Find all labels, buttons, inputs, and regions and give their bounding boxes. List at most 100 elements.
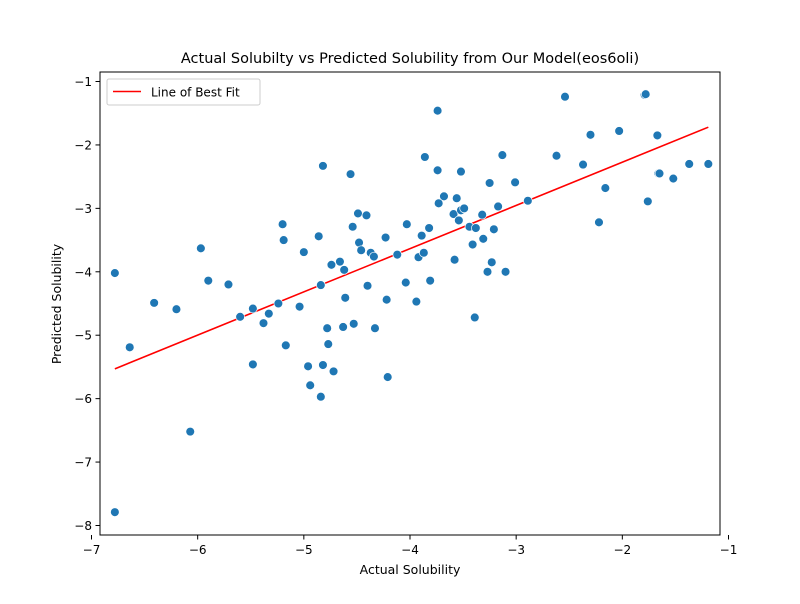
data-point xyxy=(110,507,120,517)
data-point xyxy=(382,372,393,382)
x-tick-label: −3 xyxy=(507,543,525,557)
data-point xyxy=(419,248,429,258)
data-point xyxy=(248,359,258,370)
data-point xyxy=(305,380,315,391)
data-point xyxy=(523,196,533,206)
x-tick-label: −6 xyxy=(189,543,207,557)
x-tick-label: −4 xyxy=(401,543,419,557)
y-axis-ticks: −8 −7 −6 −5 −4 −3 −2 −1 xyxy=(74,75,100,533)
data-point xyxy=(149,298,159,308)
data-point xyxy=(497,150,508,160)
data-point xyxy=(643,196,653,207)
best-fit-line xyxy=(114,126,709,370)
x-tick-label: −5 xyxy=(295,543,313,557)
data-point xyxy=(370,323,380,333)
data-point xyxy=(432,105,443,116)
data-point xyxy=(493,201,503,212)
data-point xyxy=(449,254,460,265)
fit-line-layer xyxy=(114,126,709,370)
data-point xyxy=(223,279,234,290)
data-point xyxy=(124,342,135,353)
data-point xyxy=(313,231,324,242)
data-point xyxy=(482,267,493,277)
data-point xyxy=(432,165,443,176)
data-point xyxy=(477,209,487,220)
data-point xyxy=(471,223,481,233)
x-tick-label: −7 xyxy=(83,543,101,557)
x-tick-label: −1 xyxy=(720,543,738,557)
data-point xyxy=(294,301,305,312)
data-point xyxy=(316,280,326,290)
y-tick-label: −4 xyxy=(74,265,92,279)
data-point xyxy=(459,203,469,214)
data-point xyxy=(318,161,328,171)
data-point xyxy=(323,339,334,349)
data-point xyxy=(392,249,403,260)
data-point xyxy=(353,208,363,219)
data-point xyxy=(433,198,444,209)
data-point xyxy=(248,303,258,314)
data-point xyxy=(171,304,182,314)
data-point xyxy=(258,318,269,328)
data-point xyxy=(339,265,349,275)
data-point xyxy=(478,234,489,244)
data-point xyxy=(264,308,274,319)
legend-label: Line of Best Fit xyxy=(151,86,240,100)
data-point xyxy=(600,183,611,193)
data-point xyxy=(402,219,412,229)
data-point xyxy=(235,312,245,322)
data-point xyxy=(594,217,604,228)
y-axis-label: Predicted Solubility xyxy=(49,243,64,364)
data-point xyxy=(303,361,313,372)
data-point xyxy=(614,126,624,136)
data-point xyxy=(369,251,379,262)
data-point xyxy=(335,256,345,267)
data-point xyxy=(652,130,663,141)
data-point xyxy=(420,152,430,162)
data-point xyxy=(425,275,435,286)
data-point xyxy=(338,322,348,332)
data-point xyxy=(486,257,497,268)
x-tick-label: −2 xyxy=(613,543,631,557)
y-tick-label: −1 xyxy=(74,75,92,89)
data-point xyxy=(340,293,350,303)
data-point xyxy=(456,166,466,177)
data-point xyxy=(277,219,288,229)
plot-area: −7 −6 −5 −4 −3 −2 −1 −8 −7 −6 −5 −4 −3 −2 −1 xyxy=(74,71,738,557)
y-tick-label: −2 xyxy=(74,138,92,152)
data-point xyxy=(510,177,520,188)
data-point xyxy=(551,150,562,161)
data-point xyxy=(322,323,332,333)
data-point xyxy=(424,223,434,233)
data-point xyxy=(281,340,291,351)
data-point xyxy=(318,360,328,370)
data-point xyxy=(484,178,495,188)
data-point xyxy=(684,159,694,169)
y-tick-label: −3 xyxy=(74,202,92,216)
data-point xyxy=(278,235,289,245)
data-point xyxy=(110,268,120,278)
data-point xyxy=(703,159,714,169)
data-point xyxy=(439,191,449,202)
data-point xyxy=(380,232,391,243)
data-point xyxy=(411,296,422,307)
data-point xyxy=(500,267,511,277)
y-tick-label: −5 xyxy=(74,329,92,343)
data-point xyxy=(326,260,337,270)
data-point xyxy=(356,245,366,255)
data-point xyxy=(451,193,462,203)
data-point xyxy=(328,366,339,377)
data-point xyxy=(273,298,284,309)
data-point xyxy=(203,275,214,286)
y-tick-label: −7 xyxy=(74,456,92,470)
legend-box xyxy=(106,78,261,106)
data-point xyxy=(345,169,356,179)
data-point xyxy=(362,280,373,291)
y-tick-label: −6 xyxy=(74,392,92,406)
y-tick-label: −8 xyxy=(74,519,92,533)
chart-title: Actual Solubilty vs Predicted Solubility… xyxy=(181,51,639,67)
data-point xyxy=(316,391,326,402)
data-point xyxy=(585,130,596,140)
